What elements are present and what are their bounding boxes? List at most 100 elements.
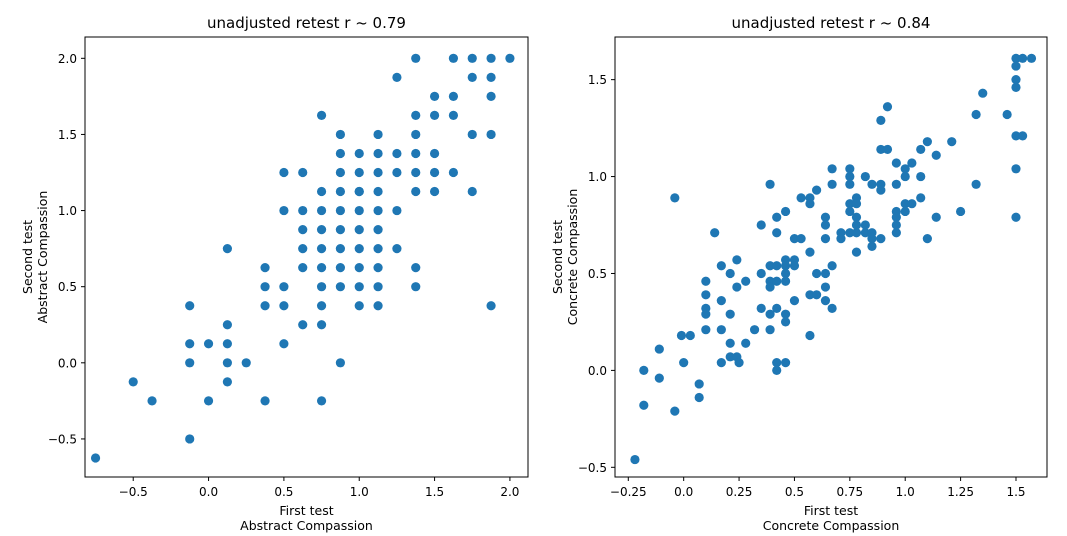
data-point: [298, 244, 308, 254]
data-point: [354, 148, 364, 159]
y-tick-label: 0.0: [588, 364, 607, 378]
data-point: [701, 276, 711, 286]
data-point: [373, 129, 383, 140]
data-point: [373, 205, 383, 216]
data-point: [448, 91, 459, 101]
data-point: [956, 206, 966, 217]
data-point: [812, 268, 822, 279]
data-point: [710, 228, 720, 238]
data-point: [411, 53, 421, 63]
data-point: [716, 261, 726, 271]
data-point: [851, 199, 862, 209]
x-tick-label: −0.25: [610, 485, 647, 499]
data-point: [298, 167, 308, 178]
data-point: [867, 241, 877, 251]
data-point: [260, 301, 270, 311]
data-point: [392, 72, 402, 82]
data-point: [316, 320, 327, 330]
data-point: [392, 148, 402, 159]
data-point: [316, 186, 327, 197]
y-tick-label: −0.5: [578, 461, 607, 475]
data-point: [756, 268, 766, 279]
data-point: [900, 164, 910, 174]
data-point: [851, 212, 862, 222]
data-point: [185, 358, 195, 368]
data-point: [203, 339, 214, 349]
data-point: [916, 171, 926, 182]
data-point: [411, 110, 421, 121]
data-point: [860, 228, 870, 238]
data-point: [147, 396, 157, 406]
data-point: [765, 325, 775, 335]
data-point: [448, 110, 459, 121]
data-point: [670, 406, 680, 416]
data-point: [725, 338, 735, 348]
data-point: [373, 225, 383, 235]
data-point: [836, 228, 846, 238]
data-point: [694, 379, 704, 389]
y-tick-label: −0.5: [48, 432, 77, 446]
data-point: [185, 434, 195, 444]
data-point: [335, 129, 345, 140]
data-point: [373, 167, 383, 178]
data-point: [676, 330, 687, 341]
data-point: [630, 454, 640, 465]
data-point: [448, 53, 459, 63]
data-point: [1011, 61, 1021, 71]
data-point: [411, 282, 421, 292]
data-point: [827, 179, 837, 189]
data-point: [260, 263, 270, 273]
plot-frame: [614, 36, 1048, 478]
data-point: [820, 268, 831, 279]
x-tick-label: 1.25: [947, 485, 974, 499]
data-point: [725, 309, 735, 319]
data-point: [298, 320, 308, 330]
x-tick-label: 1.5: [1006, 485, 1025, 499]
data-point: [335, 263, 345, 273]
data-point: [780, 309, 791, 319]
data-point: [654, 373, 664, 383]
data-point: [716, 325, 726, 335]
data-point: [882, 144, 893, 155]
data-point: [316, 110, 327, 121]
data-point: [1011, 131, 1021, 141]
data-point: [316, 244, 327, 254]
data-point: [756, 220, 766, 230]
data-point: [429, 148, 440, 159]
data-point: [279, 339, 289, 349]
data-point: [467, 129, 477, 140]
x-axis-label: First test: [804, 503, 858, 518]
data-point: [679, 358, 689, 368]
data-point: [845, 179, 855, 189]
data-point: [916, 144, 926, 155]
data-point: [260, 282, 270, 292]
data-point: [354, 263, 364, 273]
y-axis-label: Second test: [20, 220, 35, 294]
chart-2: −0.25 0.0 0.25 0.5 0.75 1.0 1.25 1.5 −0.5 0.0 0.5 1…: [550, 14, 1048, 533]
data-point: [780, 206, 791, 217]
data-point: [845, 199, 855, 209]
data-point: [411, 129, 421, 140]
data-point: [780, 268, 791, 279]
data-point: [335, 282, 345, 292]
data-point: [780, 358, 791, 368]
data-point: [128, 377, 138, 387]
data-point: [316, 282, 327, 292]
data-point: [354, 186, 364, 197]
x-tick-label: 0.0: [674, 485, 693, 499]
data-point: [298, 225, 308, 235]
data-point: [741, 338, 751, 348]
data-point: [796, 193, 806, 203]
x-tick-label: 1.0: [896, 485, 915, 499]
data-point: [203, 396, 214, 406]
data-point: [876, 233, 886, 244]
data-point: [860, 220, 870, 230]
data-point: [298, 205, 308, 216]
data-point: [789, 233, 800, 244]
data-point: [222, 339, 232, 349]
x-tick-label: 0.25: [726, 485, 753, 499]
data-point: [354, 225, 364, 235]
data-point: [354, 301, 364, 311]
